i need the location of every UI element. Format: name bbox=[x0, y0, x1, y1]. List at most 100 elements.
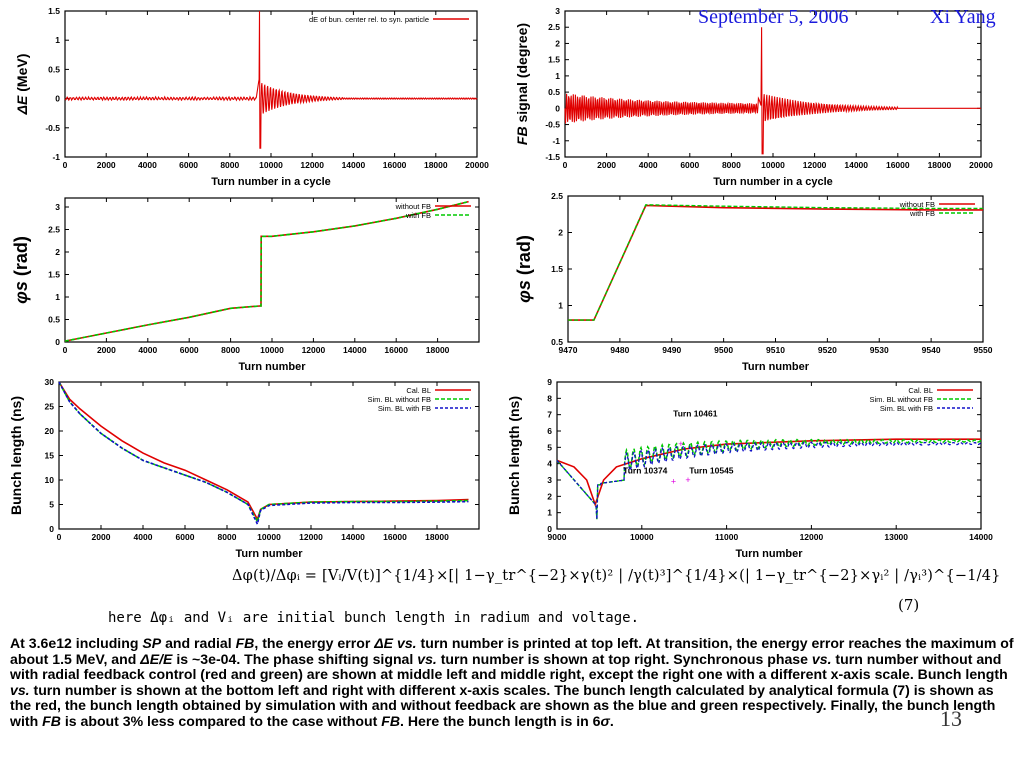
x-tick-label: 14000 bbox=[844, 160, 868, 170]
x-axis-label: Turn number bbox=[235, 548, 303, 560]
x-tick-label: 14000 bbox=[342, 160, 366, 170]
y-axis-label-text: signal (degree) bbox=[514, 23, 530, 126]
x-tick-label: 14000 bbox=[341, 532, 365, 542]
series-line-energy bbox=[65, 11, 477, 148]
y-tick-label: 7 bbox=[547, 410, 552, 420]
chart-energy: 0 2000 4000 6000 8000 10000 12000 14000 16000 180… bbox=[14, 6, 489, 188]
y-tick-label: 1.5 bbox=[48, 6, 60, 16]
y-tick-label: 20 bbox=[45, 426, 55, 436]
series-line-sim-bl-no-fb bbox=[557, 440, 981, 520]
plot-frame bbox=[565, 11, 981, 157]
x-tick-label: 16000 bbox=[383, 160, 407, 170]
y-tick-label: 4 bbox=[547, 459, 552, 469]
y-tick-label: 3 bbox=[555, 6, 560, 16]
x-tick-label: 11000 bbox=[715, 532, 738, 542]
y-tick-label: 1.5 bbox=[48, 270, 60, 280]
y-tick-label: 3 bbox=[547, 475, 552, 485]
annotation-label: Turn 10545 bbox=[689, 465, 734, 475]
y-axis-label: FB signal (degree) bbox=[514, 23, 530, 145]
chart-phis_zoom: 9470 9480 9490 9500 9510 9520 9530 9540 9550 0.5 1… bbox=[514, 191, 993, 373]
y-tick-label: 1 bbox=[558, 301, 563, 311]
legend-label: Sim. BL without FB bbox=[870, 395, 934, 404]
x-tick-label: 14000 bbox=[969, 532, 993, 542]
caption-text: and radial bbox=[161, 635, 235, 651]
y-tick-label: 0.5 bbox=[551, 337, 563, 347]
x-tick-label: 18000 bbox=[426, 345, 450, 355]
y-tick-label: 1 bbox=[555, 71, 560, 81]
caption-italic: SP bbox=[142, 635, 161, 651]
y-tick-label: -0.5 bbox=[545, 120, 560, 130]
x-tick-label: 4000 bbox=[639, 160, 658, 170]
y-tick-label: 1 bbox=[55, 292, 60, 302]
x-tick-label: 9530 bbox=[870, 345, 889, 355]
y-tick-label: 3 bbox=[55, 202, 60, 212]
y-tick-label: 0.5 bbox=[48, 315, 60, 325]
y-tick-label: 2 bbox=[558, 228, 563, 238]
caption-text: , the energy error bbox=[254, 635, 374, 651]
chart-bl_zoom: 9000 10000 11000 12000 13000 140000123456789T… bbox=[506, 377, 993, 560]
caption-italic: vs. bbox=[812, 651, 832, 667]
y-tick-label: 1.5 bbox=[548, 55, 560, 65]
caption-italic: vs. bbox=[417, 651, 437, 667]
x-tick-label: 2000 bbox=[92, 532, 111, 542]
x-tick-label: 8000 bbox=[220, 160, 239, 170]
x-tick-label: 18000 bbox=[424, 160, 448, 170]
x-tick-label: 16000 bbox=[383, 532, 407, 542]
y-axis-label: φs (rad) bbox=[514, 235, 534, 303]
caption-text: . Here the bunch length is in 6 bbox=[400, 713, 600, 729]
legend-label: Cal. BL bbox=[908, 386, 933, 395]
y-tick-label: -1 bbox=[52, 152, 60, 162]
y-tick-label: 25 bbox=[45, 402, 55, 412]
legend-label: Sim. BL with FB bbox=[880, 404, 933, 413]
legend-label: with FB bbox=[909, 209, 935, 218]
x-tick-label: 4000 bbox=[134, 532, 153, 542]
y-axis-label-text: Bunch length (ns) bbox=[506, 396, 522, 515]
chart-bl_full: 0 2000 4000 6000 8000 10000 12000 14000 16000 180… bbox=[8, 377, 479, 560]
y-tick-label: 0.5 bbox=[548, 87, 560, 97]
chart-fb_signal: 0 2000 4000 6000 8000 10000 12000 14000 16000 180… bbox=[514, 6, 993, 188]
series-line-cal-bl bbox=[557, 439, 981, 504]
series-line-without-fb bbox=[65, 202, 469, 342]
equation-number: (7) bbox=[898, 596, 919, 614]
series-line-sim-bl-fb bbox=[557, 442, 981, 519]
y-tick-label: 2.5 bbox=[551, 191, 563, 201]
caption-italic: vs. bbox=[393, 635, 417, 651]
figure-panel: 0 2000 4000 6000 8000 10000 12000 14000 16000 180… bbox=[0, 0, 1024, 575]
x-tick-label: 8000 bbox=[218, 532, 237, 542]
caption-italic: FB bbox=[381, 713, 400, 729]
y-tick-label: 2 bbox=[555, 38, 560, 48]
chart-phis_full: 0 2000 4000 6000 8000 10000 12000 14000 16000 180… bbox=[11, 198, 479, 373]
x-tick-label: 4000 bbox=[138, 160, 157, 170]
x-tick-label: 12000 bbox=[800, 532, 824, 542]
y-tick-label: 10 bbox=[45, 475, 55, 485]
y-axis-label-text: (MeV) bbox=[14, 54, 30, 96]
y-tick-label: 0 bbox=[49, 524, 54, 534]
y-tick-label: 0 bbox=[55, 94, 60, 104]
x-tick-label: 12000 bbox=[803, 160, 827, 170]
equation-text: Δφ(t)/Δφᵢ = [Vᵢ/V(t)]^{1/4}×[| 1−γ_tr^{−… bbox=[232, 568, 1001, 584]
x-tick-label: 6000 bbox=[680, 160, 699, 170]
legend-label: dE of bun. center rel. to syn. particle bbox=[309, 15, 429, 24]
x-tick-label: 9490 bbox=[662, 345, 681, 355]
x-tick-label: 9540 bbox=[922, 345, 941, 355]
x-tick-label: 10000 bbox=[260, 345, 284, 355]
caption: At 3.6e12 including SP and radial FB, th… bbox=[10, 636, 1016, 730]
caption-text: turn number is shown at top right. Synch… bbox=[437, 651, 812, 667]
x-tick-label: 9480 bbox=[610, 345, 629, 355]
x-tick-label: 12000 bbox=[300, 160, 324, 170]
header-author: Xi Yang bbox=[930, 6, 996, 29]
y-tick-label: 30 bbox=[45, 377, 55, 387]
annotation-marker: + bbox=[671, 477, 676, 487]
x-tick-label: 9520 bbox=[818, 345, 837, 355]
y-tick-label: 5 bbox=[49, 500, 54, 510]
x-tick-label: 18000 bbox=[928, 160, 952, 170]
annotation-label: Turn 10374 bbox=[623, 465, 668, 475]
x-tick-label: 2000 bbox=[97, 160, 116, 170]
y-axis-label-prefix: FB bbox=[514, 126, 530, 145]
header-date: September 5, 2006 bbox=[698, 6, 849, 29]
caption-italic: vs. bbox=[10, 682, 30, 698]
x-tick-label: 6000 bbox=[176, 532, 195, 542]
y-tick-label: -0.5 bbox=[45, 123, 60, 133]
x-tick-label: 10000 bbox=[257, 532, 281, 542]
y-axis-label-text: (rad) bbox=[11, 236, 31, 281]
